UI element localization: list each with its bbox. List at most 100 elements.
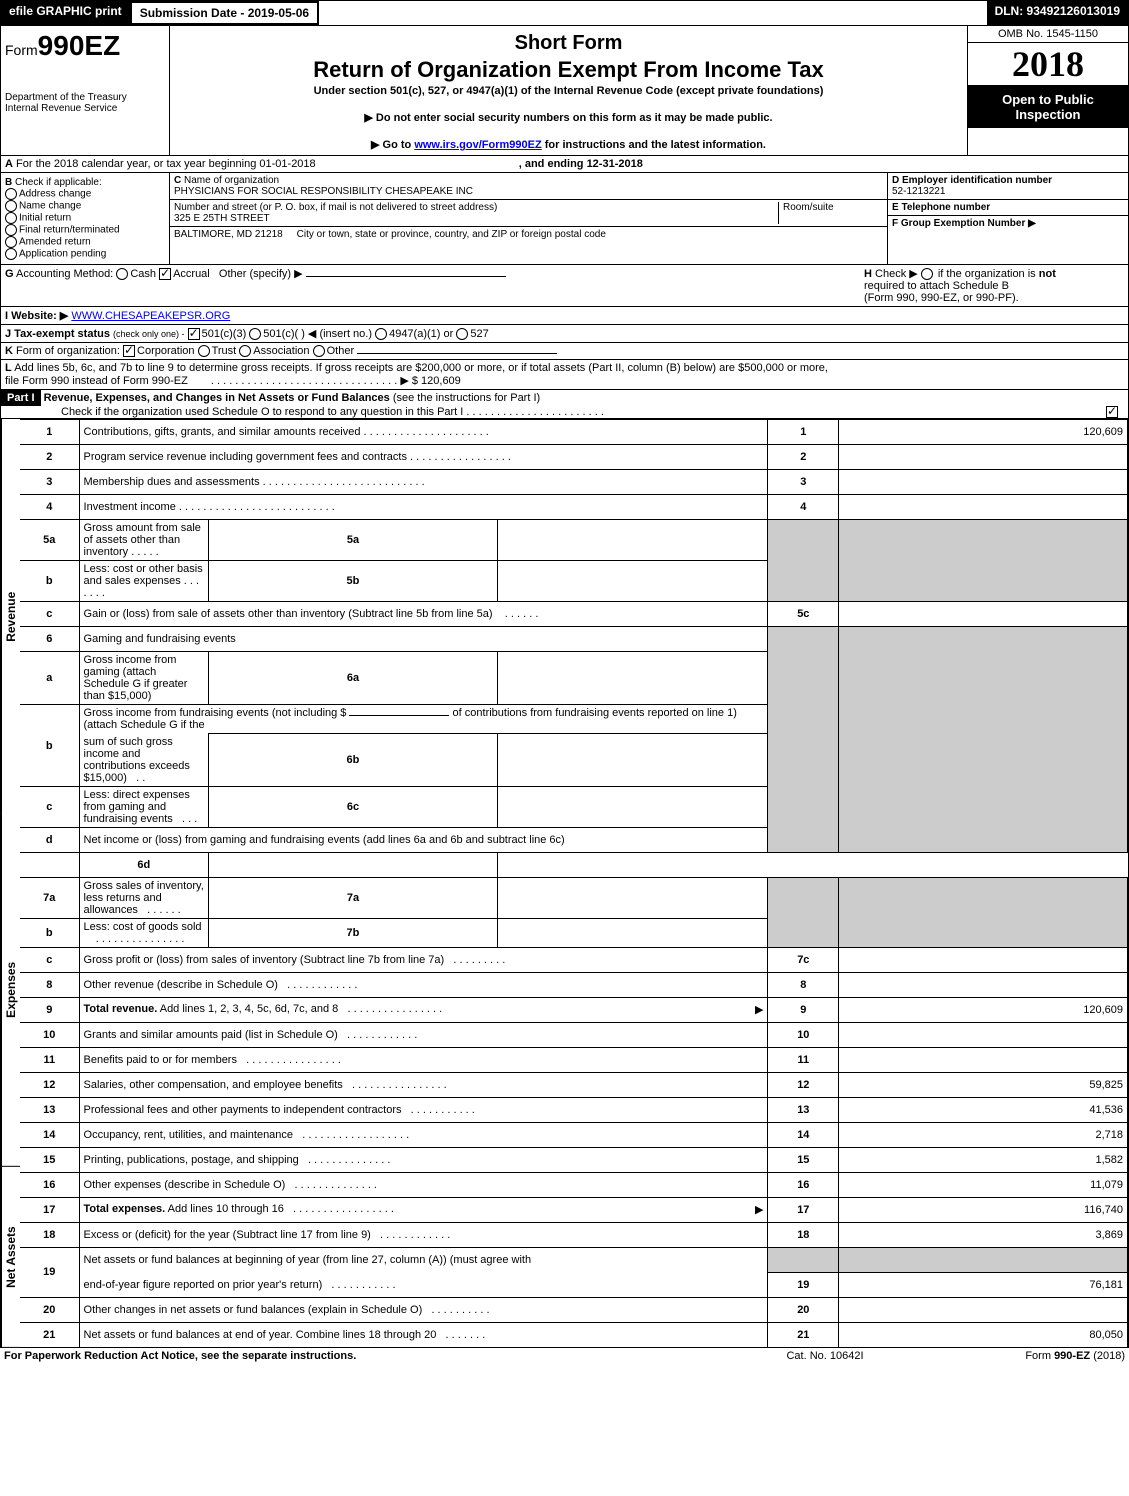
l7b-midamt bbox=[497, 918, 768, 947]
l6d-amt bbox=[209, 852, 498, 877]
l20-box: 20 bbox=[768, 1297, 839, 1322]
l3-amt bbox=[839, 470, 1128, 495]
irs-link[interactable]: www.irs.gov/Form990EZ bbox=[414, 139, 541, 151]
l17-arrow: ▶ bbox=[755, 1203, 763, 1216]
j-527-checkbox[interactable] bbox=[456, 328, 468, 340]
section-b-checkboxes: B Check if applicable: Address change Na… bbox=[1, 173, 170, 264]
l2-num: 2 bbox=[20, 445, 79, 470]
l5a-desc: Gross amount from sale of assets other t… bbox=[84, 522, 201, 558]
address-change-label: Address change bbox=[19, 189, 91, 200]
l6c-num: c bbox=[20, 786, 79, 827]
h-check: Check ▶ bbox=[875, 268, 918, 280]
ein-cell: D Employer identification number 52-1213… bbox=[888, 173, 1128, 200]
l21-desc: Net assets or fund balances at end of ye… bbox=[84, 1329, 437, 1341]
l14-box: 14 bbox=[768, 1122, 839, 1147]
initial-return-checkbox[interactable] bbox=[5, 212, 17, 224]
open-public-badge: Open to Public Inspection bbox=[968, 86, 1128, 128]
l5c-desc: Gain or (loss) from sale of assets other… bbox=[84, 608, 493, 620]
line-7c: c Gross profit or (loss) from sales of i… bbox=[20, 947, 1128, 972]
address-change-checkbox[interactable] bbox=[5, 188, 17, 200]
line-2: 2 Program service revenue including gove… bbox=[20, 445, 1128, 470]
j-501c-checkbox[interactable] bbox=[249, 328, 261, 340]
k-other-input[interactable] bbox=[357, 353, 557, 354]
section-a: A For the 2018 calendar year, or tax yea… bbox=[0, 156, 1129, 173]
j-4947-checkbox[interactable] bbox=[375, 328, 387, 340]
l19-amt: 76,181 bbox=[839, 1272, 1128, 1297]
netassets-label: Net Assets bbox=[1, 1167, 20, 1348]
ein-value: 52-1213221 bbox=[892, 186, 945, 197]
amended-return-checkbox[interactable] bbox=[5, 236, 17, 248]
l9-arrow: ▶ bbox=[755, 1003, 763, 1016]
l12-box: 12 bbox=[768, 1072, 839, 1097]
k-trust: Trust bbox=[212, 345, 237, 357]
footer-right-form: 990-EZ bbox=[1054, 1350, 1090, 1362]
h-checkbox[interactable] bbox=[921, 268, 933, 280]
application-pending-checkbox[interactable] bbox=[5, 248, 17, 260]
instr2-suffix: for instructions and the latest informat… bbox=[542, 139, 766, 151]
part1-schedule-o-checkbox[interactable] bbox=[1106, 406, 1118, 418]
l3-box: 3 bbox=[768, 470, 839, 495]
final-return-checkbox[interactable] bbox=[5, 224, 17, 236]
efile-print-button[interactable]: efile GRAPHIC print bbox=[1, 1, 130, 25]
other-specify-input[interactable] bbox=[306, 276, 506, 277]
line-16: 16 Other expenses (describe in Schedule … bbox=[20, 1172, 1128, 1197]
l6b-desc1: Gross income from fundraising events (no… bbox=[84, 707, 347, 719]
form-number: 990EZ bbox=[38, 30, 121, 61]
l9-num: 9 bbox=[20, 997, 79, 1022]
k-other: Other bbox=[327, 345, 355, 357]
l17-num: 17 bbox=[20, 1197, 79, 1222]
accrual-checkbox[interactable] bbox=[159, 268, 171, 280]
form-header: Form990EZ Department of the Treasury Int… bbox=[0, 26, 1129, 156]
top-bar: efile GRAPHIC print Submission Date - 20… bbox=[0, 0, 1129, 26]
l20-desc: Other changes in net assets or fund bala… bbox=[84, 1304, 423, 1316]
l6b-midamt bbox=[497, 734, 768, 787]
l19-desc2: end-of-year figure reported on prior yea… bbox=[84, 1279, 323, 1291]
l11-desc: Benefits paid to or for members bbox=[84, 1054, 237, 1066]
title-box: Short Form Return of Organization Exempt… bbox=[170, 26, 967, 155]
check-if-label: Check if applicable: bbox=[15, 177, 102, 188]
l19-desc: Net assets or fund balances at beginning… bbox=[79, 1247, 768, 1272]
l20-amt bbox=[839, 1297, 1128, 1322]
label-b: B bbox=[5, 177, 12, 188]
l6-num: 6 bbox=[20, 627, 79, 652]
j-501c3-checkbox[interactable] bbox=[188, 328, 200, 340]
name-change-checkbox[interactable] bbox=[5, 200, 17, 212]
k-corp: Corporation bbox=[137, 345, 194, 357]
l17-amt: 116,740 bbox=[839, 1197, 1128, 1222]
tax-year: 2018 bbox=[968, 43, 1128, 86]
section-c: C Name of organization PHYSICIANS FOR SO… bbox=[170, 173, 887, 264]
website-link[interactable]: WWW.CHESAPEAKEPSR.ORG bbox=[71, 310, 230, 322]
l10-amt bbox=[839, 1022, 1128, 1047]
l7a-mid: 7a bbox=[209, 877, 498, 918]
l4-desc: Investment income bbox=[84, 501, 176, 513]
line-13: 13 Professional fees and other payments … bbox=[20, 1097, 1128, 1122]
cash-checkbox[interactable] bbox=[116, 268, 128, 280]
line-5c: c Gain or (loss) from sale of assets oth… bbox=[20, 602, 1128, 627]
l14-num: 14 bbox=[20, 1122, 79, 1147]
l15-num: 15 bbox=[20, 1147, 79, 1172]
l7b-mid: 7b bbox=[209, 918, 498, 947]
revenue-label: Revenue bbox=[1, 419, 20, 814]
l6b-blank[interactable] bbox=[349, 715, 449, 716]
l19-num: 19 bbox=[20, 1247, 79, 1297]
l18-amt: 3,869 bbox=[839, 1222, 1128, 1247]
org-city-cell: BALTIMORE, MD 21218 City or town, state … bbox=[170, 227, 887, 242]
k-other-checkbox[interactable] bbox=[313, 345, 325, 357]
l7c-box: 7c bbox=[768, 947, 839, 972]
k-corp-checkbox[interactable] bbox=[123, 345, 135, 357]
l13-desc: Professional fees and other payments to … bbox=[84, 1104, 402, 1116]
l6-graybox bbox=[768, 627, 839, 853]
label-h: H bbox=[864, 268, 872, 280]
c-city-label: City or town, state or province, country… bbox=[297, 229, 606, 240]
l9-box: 9 bbox=[768, 997, 839, 1022]
k-assoc-checkbox[interactable] bbox=[239, 345, 251, 357]
section-a-ending: , and ending 12-31-2018 bbox=[519, 158, 643, 170]
l6d-num: d bbox=[20, 827, 79, 852]
right-header-box: OMB No. 1545-1150 2018 Open to Public In… bbox=[967, 26, 1128, 155]
cash-label: Cash bbox=[130, 268, 156, 280]
dept-irs: Internal Revenue Service bbox=[5, 103, 165, 114]
l18-box: 18 bbox=[768, 1222, 839, 1247]
line-6: 6 Gaming and fundraising events bbox=[20, 627, 1128, 652]
k-trust-checkbox[interactable] bbox=[198, 345, 210, 357]
l15-box: 15 bbox=[768, 1147, 839, 1172]
